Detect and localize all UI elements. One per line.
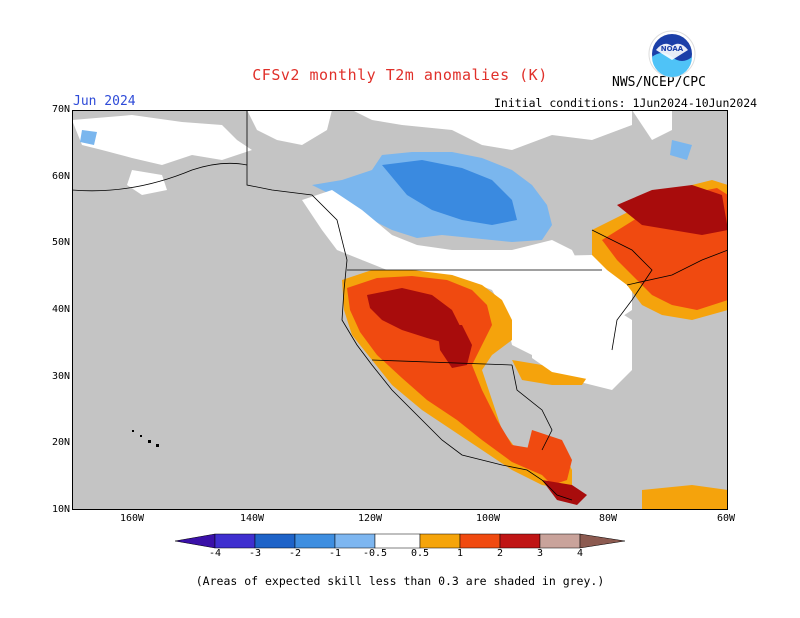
colorbar-label: 3 — [536, 548, 544, 559]
colorbar-label: 2 — [496, 548, 504, 559]
initial-conditions: Initial conditions: 1Jun2024-10Jun2024 — [494, 96, 758, 110]
lon-label-140w: 140W — [239, 513, 265, 524]
colorbar-label: -3 — [248, 548, 262, 559]
anomaly-map — [72, 110, 728, 510]
colorbar-arrow-low — [175, 533, 216, 549]
colorbar-label: 4 — [576, 548, 584, 559]
lat-label-40n: 40N — [51, 304, 70, 315]
lon-label-120w: 120W — [357, 513, 383, 524]
footnote: (Areas of expected skill less than 0.3 a… — [195, 574, 605, 588]
colorbar-label: -2 — [288, 548, 302, 559]
lat-label-20n: 20N — [51, 437, 70, 448]
lon-label-100w: 100W — [475, 513, 501, 524]
map-title: CFSv2 monthly T2m anomalies (K) — [252, 66, 548, 84]
colorbar-arrow-high — [579, 533, 625, 549]
lon-label-80w: 80W — [598, 513, 618, 524]
lat-label-60n: 60N — [51, 171, 70, 182]
colorbar-label: 1 — [456, 548, 464, 559]
lat-label-10n: 10N — [51, 504, 70, 515]
svg-text:NOAA: NOAA — [661, 45, 684, 53]
lat-label-30n: 30N — [51, 371, 70, 382]
colorbar-label: -4 — [208, 548, 222, 559]
forecast-month: Jun 2024 — [73, 94, 136, 109]
lon-label-60w: 60W — [716, 513, 736, 524]
colorbar-label: -0.5 — [362, 548, 388, 559]
lat-label-70n: 70N — [51, 104, 70, 115]
agency-label: NWS/NCEP/CPC — [612, 75, 706, 90]
lon-label-160w: 160W — [119, 513, 145, 524]
colorbar — [175, 533, 625, 549]
colorbar-label: -1 — [328, 548, 342, 559]
noaa-logo: NOAA — [648, 30, 696, 78]
colorbar-label: 0.5 — [410, 548, 430, 559]
lat-label-50n: 50N — [51, 237, 70, 248]
